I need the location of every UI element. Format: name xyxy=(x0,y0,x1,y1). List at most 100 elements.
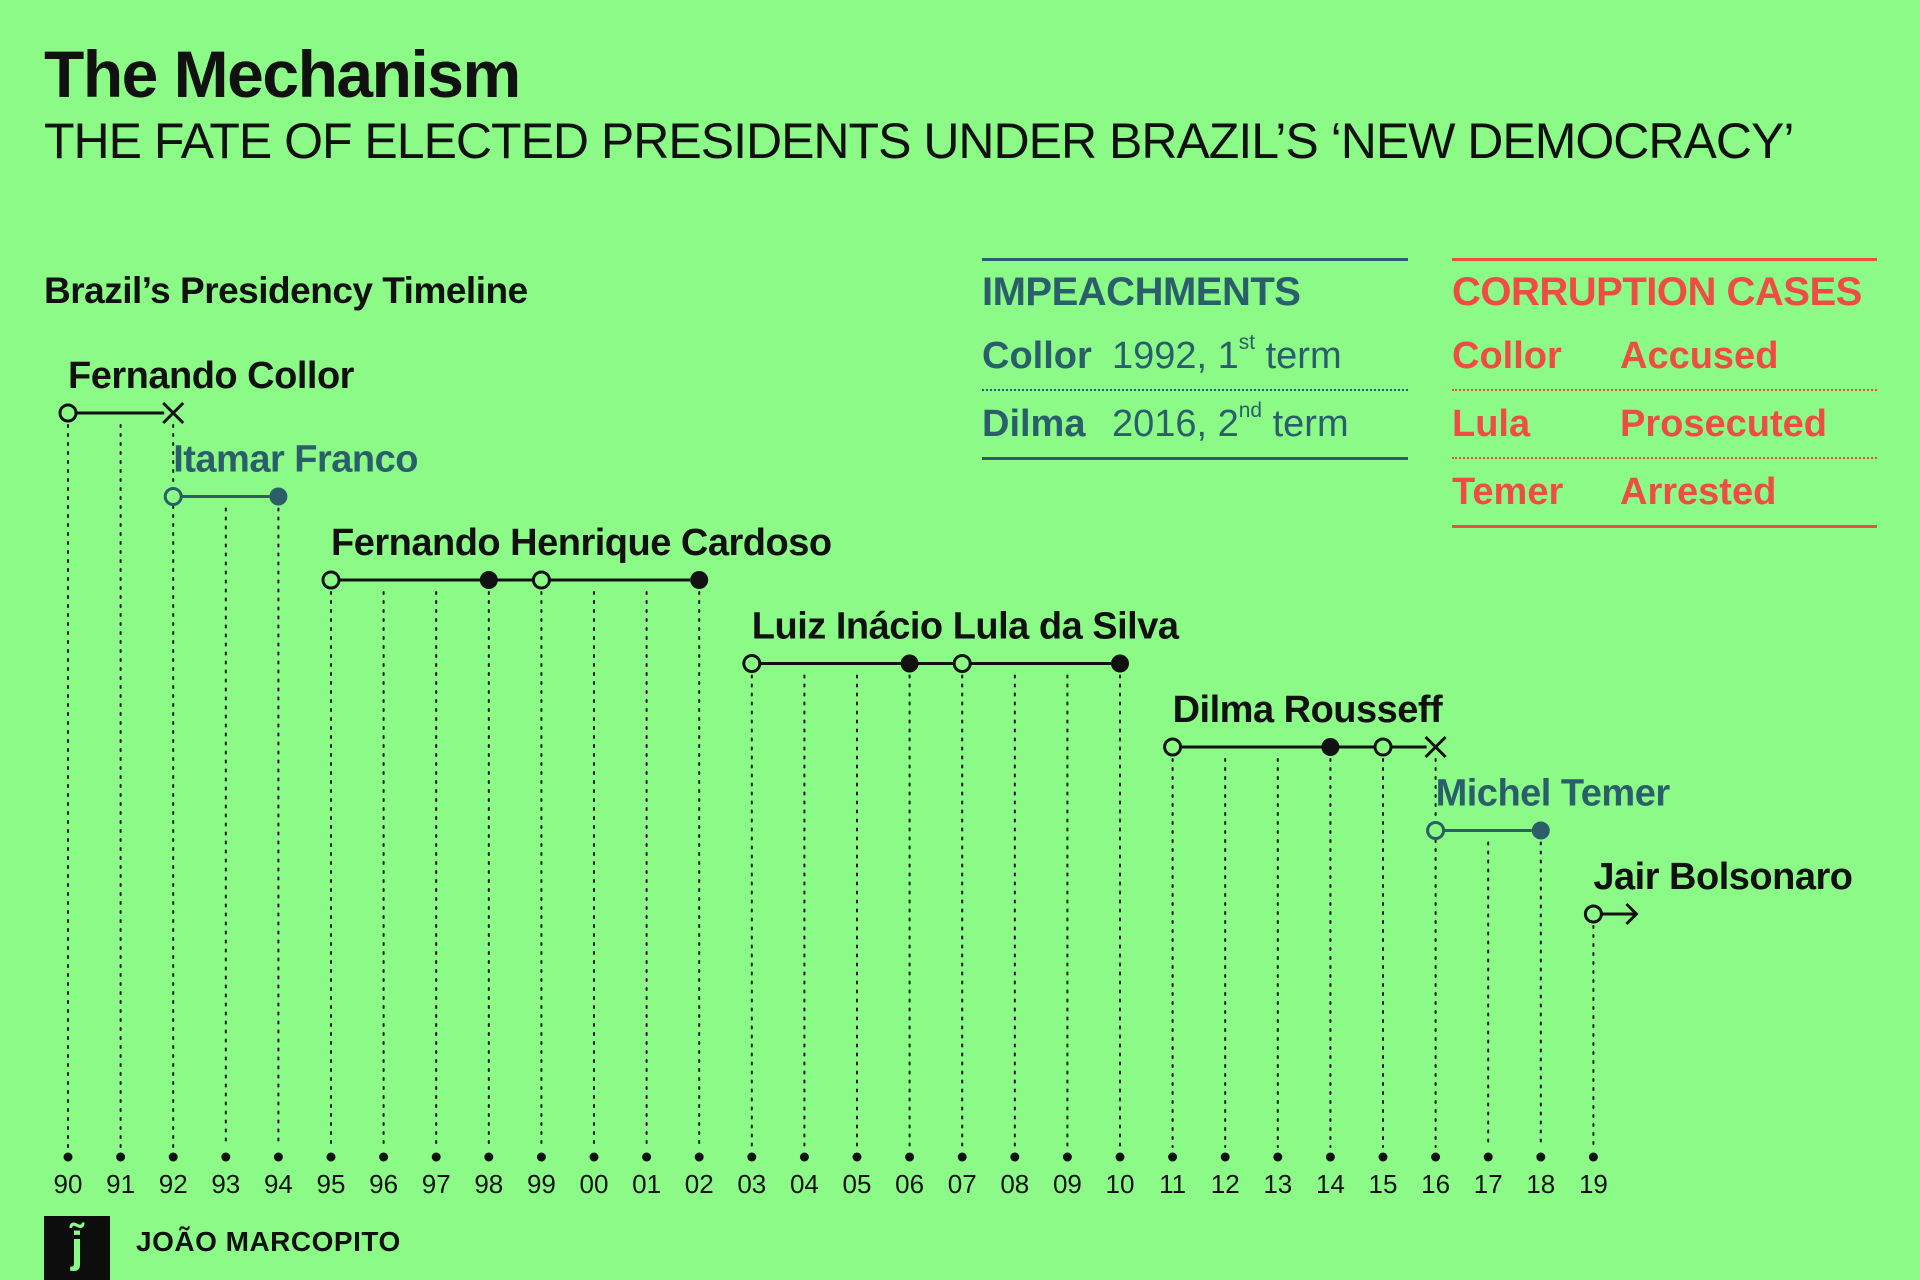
corruption-row: Temer Arrested xyxy=(1452,457,1877,525)
president-name: Jair Bolsonaro xyxy=(1593,856,1852,898)
axis-dot xyxy=(273,1152,283,1162)
corruption-name: Lula xyxy=(1452,403,1531,445)
term-end-dot xyxy=(479,571,498,589)
axis-dot xyxy=(694,1152,704,1162)
term-end-dot xyxy=(1321,738,1340,756)
axis-dot xyxy=(1220,1152,1230,1162)
president-name: Michel Temer xyxy=(1436,773,1671,815)
tick-label: 17 xyxy=(1474,1169,1503,1199)
axis-dot xyxy=(484,1152,494,1162)
axis-dot xyxy=(1325,1152,1335,1162)
corruption-status: Prosecuted xyxy=(1620,403,1827,445)
president-name: Fernando Henrique Cardoso xyxy=(331,522,832,564)
tick-label: 09 xyxy=(1053,1169,1082,1199)
tick-label: 98 xyxy=(474,1169,503,1199)
axis-dot xyxy=(1115,1152,1125,1162)
tick-label: 18 xyxy=(1526,1169,1555,1199)
axis-dot xyxy=(1010,1152,1020,1162)
chart-subtitle: THE FATE OF ELECTED PRESIDENTS UNDER BRA… xyxy=(44,113,1794,169)
corruption-heading: CORRUPTION CASES xyxy=(1452,270,1862,314)
president-name: Dilma Rousseff xyxy=(1173,689,1443,731)
tick-label: 12 xyxy=(1211,1169,1240,1199)
term-start-dot xyxy=(742,654,762,673)
presidency-timeline-chart: 90 91 92 93 94 95 96 97 98 99 00 01 02 03 04 05 06 07 08 09… xyxy=(54,355,1853,1199)
term-end-dot xyxy=(1111,654,1129,673)
tick-label: 13 xyxy=(1263,1169,1292,1199)
axis-dot xyxy=(536,1152,546,1162)
corruption-name: Temer xyxy=(1452,471,1564,513)
axis-dot xyxy=(1168,1152,1178,1162)
tick-label: 05 xyxy=(843,1169,872,1199)
tick-label: 15 xyxy=(1369,1169,1398,1199)
corruption-row: Collor Accused xyxy=(1452,323,1877,389)
term-end-dot xyxy=(1531,821,1550,840)
term-end-dot xyxy=(269,487,288,506)
impeachment-cross xyxy=(1424,735,1447,759)
corruption-status: Arrested xyxy=(1620,471,1777,513)
tick-label: 96 xyxy=(369,1169,398,1199)
impeachment-cross xyxy=(162,401,185,425)
term-start-dot xyxy=(1583,904,1603,924)
impeachment-detail: 1992, 1st term xyxy=(1112,331,1342,377)
president-name: Itamar Franco xyxy=(173,439,418,481)
term-end-dot xyxy=(900,654,919,673)
axis-dot xyxy=(905,1152,915,1162)
axis-dot xyxy=(642,1152,652,1162)
axis-dot xyxy=(116,1152,126,1162)
tick-label: 04 xyxy=(790,1169,819,1199)
president-name: Fernando Collor xyxy=(68,355,355,397)
term-start-dot xyxy=(321,570,341,590)
axis-dot xyxy=(852,1152,862,1162)
author-credit: JOÃO MARCOPITO xyxy=(136,1226,401,1257)
term-start-dot xyxy=(531,570,551,590)
tick-label: 95 xyxy=(317,1169,346,1199)
axis-dot xyxy=(957,1152,967,1162)
axis-dot xyxy=(1536,1152,1546,1162)
tick-label: 00 xyxy=(580,1169,609,1199)
axis-dot xyxy=(799,1152,809,1162)
impeachment-name: Collor xyxy=(982,335,1092,377)
logo: j̃ xyxy=(44,1216,110,1280)
tick-label: 10 xyxy=(1106,1169,1135,1199)
tick-label: 02 xyxy=(685,1169,714,1199)
tick-label: 91 xyxy=(106,1169,135,1199)
term-start-dot xyxy=(1426,821,1446,840)
term-start-dot xyxy=(1373,737,1393,757)
tick-label: 19 xyxy=(1579,1169,1608,1199)
tick-label: 97 xyxy=(422,1169,451,1199)
tick-label: 90 xyxy=(54,1169,83,1199)
corruption-cases-table: CORRUPTION CASES Collor Accused Lula Pro… xyxy=(1452,258,1877,528)
axis-dot xyxy=(1273,1152,1283,1162)
tick-label: 16 xyxy=(1421,1169,1450,1199)
axis-dot xyxy=(1431,1152,1441,1162)
corruption-name: Collor xyxy=(1452,335,1562,377)
impeachment-row: Dilma 2016, 2nd term xyxy=(982,389,1408,457)
axis-dot xyxy=(747,1152,757,1162)
axis-dot xyxy=(168,1152,178,1162)
corruption-status: Accused xyxy=(1620,335,1779,377)
tick-label: 14 xyxy=(1316,1169,1345,1199)
axis-dot xyxy=(221,1152,231,1162)
term-start-dot xyxy=(163,487,183,506)
impeachments-table: IMPEACHMENTS Collor 1992, 1st term Dilma… xyxy=(982,258,1408,460)
term-start-dot xyxy=(1163,737,1183,757)
tick-label: 92 xyxy=(159,1169,188,1199)
term-start-dot xyxy=(58,403,78,423)
tick-label: 93 xyxy=(211,1169,240,1199)
axis-dot xyxy=(1588,1152,1598,1162)
impeachment-detail: 2016, 2nd term xyxy=(1112,399,1349,445)
corruption-row: Lula Prosecuted xyxy=(1452,389,1877,457)
tick-label: 06 xyxy=(895,1169,924,1199)
tick-label: 07 xyxy=(948,1169,977,1199)
axis-dot xyxy=(1378,1152,1388,1162)
tick-label: 11 xyxy=(1159,1169,1186,1199)
axis-dot xyxy=(431,1152,441,1162)
impeachment-name: Dilma xyxy=(982,403,1086,445)
axis-dot xyxy=(326,1152,336,1162)
tick-label: 99 xyxy=(527,1169,556,1199)
chart-title: The Mechanism xyxy=(44,37,521,111)
ongoing-arrow xyxy=(1625,902,1639,926)
axis-dot xyxy=(1062,1152,1072,1162)
impeachments-heading: IMPEACHMENTS xyxy=(982,270,1301,314)
axis-dot xyxy=(1483,1152,1493,1162)
